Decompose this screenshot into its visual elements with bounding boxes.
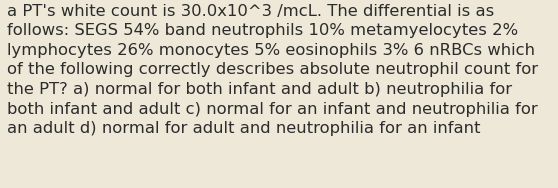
Text: a PT's white count is 30.0x10^3 /mcL. The differential is as
follows: SEGS 54% b: a PT's white count is 30.0x10^3 /mcL. Th… <box>7 4 538 136</box>
